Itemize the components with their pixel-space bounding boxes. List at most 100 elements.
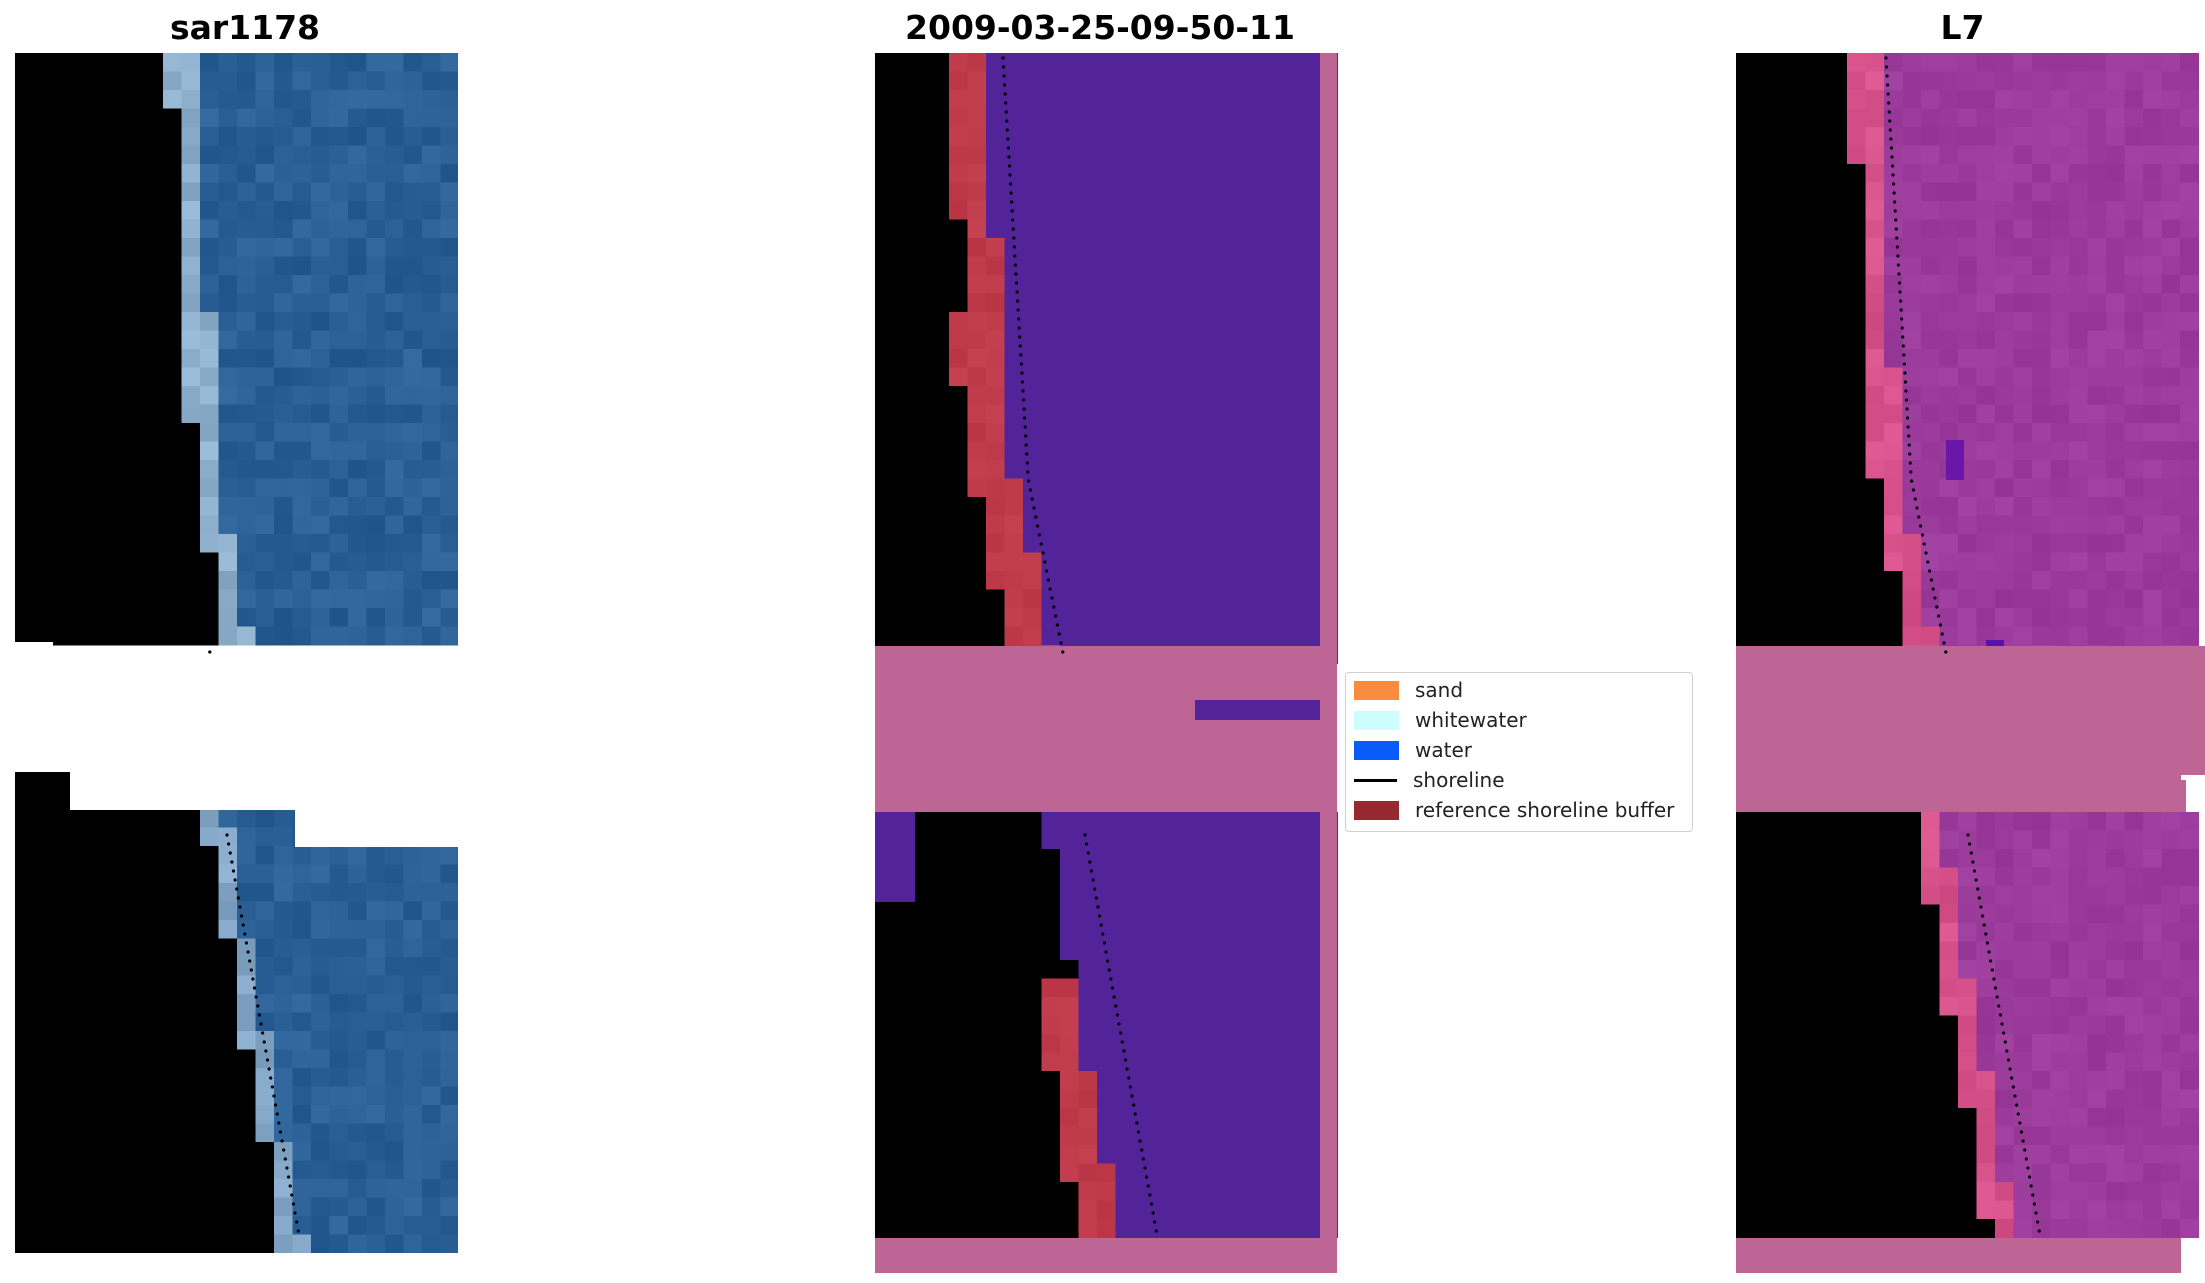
shoreline-point: [2037, 1229, 2041, 1233]
shoreline-point: [1910, 479, 1914, 483]
shoreline-point: [1897, 281, 1902, 285]
shoreline-point: [259, 1022, 263, 1026]
shoreline-point: [280, 1139, 284, 1143]
shoreline-point: [1136, 1130, 1141, 1134]
shoreline-point: [157, 200, 161, 204]
shoreline-point: [1041, 551, 1045, 555]
legend-sand-swatch: [1354, 680, 1399, 700]
shoreline-point: [179, 506, 183, 510]
shoreline-point: [170, 425, 174, 429]
shoreline-point: [272, 1094, 276, 1098]
shoreline-point: [1024, 434, 1028, 438]
shoreline-point: [295, 1220, 299, 1224]
shoreline-point: [1990, 968, 1994, 972]
shoreline-point: [1046, 578, 1050, 582]
shoreline-point: [1933, 596, 1937, 600]
shoreline-point: [1976, 887, 1980, 891]
shoreline-point: [243, 932, 247, 936]
shoreline-point: [1015, 299, 1020, 303]
shoreline-point: [251, 977, 255, 981]
shoreline-point: [1153, 1220, 1157, 1224]
shoreline-point: [1088, 860, 1092, 864]
shoreline-point: [1966, 833, 1970, 837]
shoreline-point: [1004, 110, 1008, 114]
shoreline-point: [1892, 191, 1896, 195]
shoreline-point: [1123, 1058, 1128, 1062]
shoreline-point: [197, 596, 201, 600]
legend-item-shoreline: shoreline: [1354, 765, 1505, 795]
shoreline-point: [1140, 1148, 1144, 1152]
shoreline-point: [1898, 299, 1903, 303]
shoreline-point: [167, 380, 172, 384]
shoreline-point: [202, 623, 206, 627]
shoreline-point: [2000, 1022, 2004, 1026]
shoreline-point: [149, 74, 153, 78]
shoreline-point: [1028, 488, 1032, 492]
shoreline-point: [1886, 92, 1890, 96]
shoreline-point: [2015, 1103, 2019, 1107]
shoreline-point: [244, 941, 249, 945]
shoreline-point: [1908, 461, 1912, 465]
shoreline-point: [252, 986, 257, 990]
shoreline-point: [1903, 380, 1908, 384]
shoreline-point: [1899, 308, 1903, 312]
shoreline-point: [1002, 74, 1006, 78]
shoreline-point: [169, 407, 173, 411]
shoreline-point: [164, 326, 168, 330]
shoreline-point: [2034, 1211, 2038, 1215]
shoreline-point: [1061, 650, 1065, 654]
shoreline-point: [1969, 851, 1973, 855]
shoreline-point: [1904, 389, 1908, 393]
shoreline-point: [1909, 470, 1913, 474]
shoreline-point: [278, 1130, 283, 1134]
shoreline-point: [1997, 1004, 2001, 1008]
shoreline-point: [1886, 83, 1890, 87]
shoreline-point: [1889, 146, 1893, 150]
shoreline-point: [1052, 605, 1056, 609]
shoreline-point: [1010, 200, 1014, 204]
shoreline-point: [1920, 533, 1924, 537]
legend-shoreline-label: shoreline: [1413, 768, 1505, 792]
shoreline-point: [1093, 887, 1097, 891]
shoreline-point: [1112, 995, 1116, 999]
shoreline-point: [1908, 452, 1912, 456]
shoreline-point: [192, 569, 196, 573]
shoreline-point: [1107, 968, 1111, 972]
shoreline-point: [270, 1085, 274, 1089]
shoreline-point: [1008, 173, 1012, 177]
shoreline-point: [1898, 290, 1902, 294]
shoreline-point: [1893, 209, 1897, 213]
shoreline-point: [168, 389, 172, 393]
shoreline-point: [1895, 236, 1899, 240]
shoreline-point: [2021, 1139, 2025, 1143]
shoreline-point: [1893, 200, 1897, 204]
shoreline-point: [2010, 1076, 2014, 1080]
shoreline-point: [1894, 218, 1898, 222]
shoreline-point: [150, 83, 154, 87]
shoreline-point: [1972, 869, 1977, 873]
shoreline-point: [183, 524, 187, 528]
shoreline-point: [2032, 1202, 2037, 1206]
shoreline-point: [170, 416, 174, 420]
shoreline-point: [1025, 461, 1029, 465]
shoreline-point: [1980, 914, 1985, 918]
shoreline-point: [1019, 353, 1023, 357]
shoreline-point: [193, 578, 197, 582]
legend-item-whitewater: whitewater: [1354, 705, 1527, 735]
shoreline-point: [1911, 488, 1915, 492]
shoreline-point: [1018, 335, 1022, 339]
shoreline-point: [1974, 878, 1978, 882]
shoreline-point: [158, 218, 162, 222]
shoreline-point: [148, 65, 153, 69]
shoreline-point: [1904, 398, 1909, 402]
shoreline-point: [1006, 146, 1010, 150]
shoreline-point: [167, 371, 171, 375]
shoreline-point: [172, 452, 176, 456]
shoreline-point: [1987, 950, 1991, 954]
legend-whitewater-swatch: [1354, 710, 1399, 730]
shoreline-point: [246, 950, 250, 954]
shoreline-point: [1887, 110, 1891, 114]
shoreline-point: [1896, 263, 1901, 267]
index-panel: L7: [1720, 0, 2205, 1283]
shoreline-point: [1940, 632, 1944, 636]
